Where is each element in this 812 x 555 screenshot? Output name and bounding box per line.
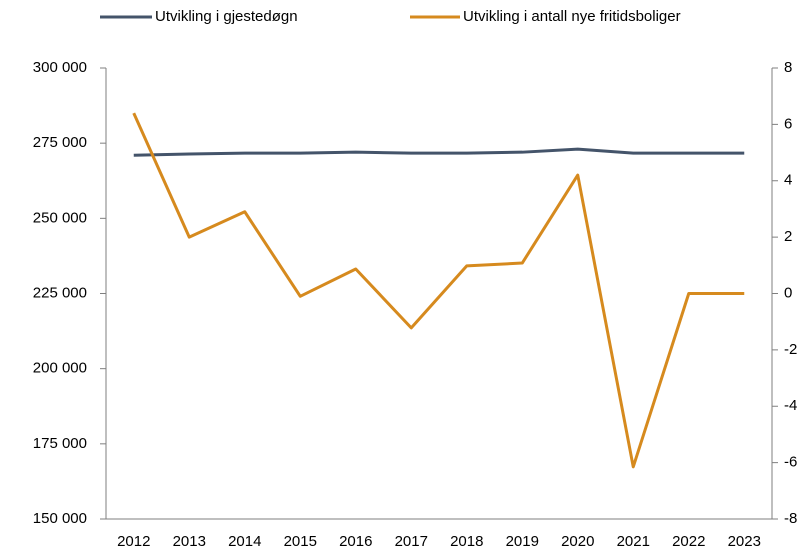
y2-tick-label: 4 (784, 172, 792, 189)
y2-tick-label: -2 (784, 341, 797, 358)
x-tick-label: 2012 (117, 533, 150, 550)
x-tick-label: 2015 (284, 533, 317, 550)
x-tick-label: 2013 (173, 533, 206, 550)
x-tick-label: 2021 (617, 533, 650, 550)
y2-tick-label: -8 (784, 510, 797, 527)
y-tick-label: 225 000 (33, 284, 87, 301)
y-tick-label: 300 000 (33, 59, 87, 76)
y-tick-label: 275 000 (33, 134, 87, 151)
y2-tick-label: -6 (784, 454, 797, 471)
x-tick-label: 2023 (728, 533, 761, 550)
legend-label: Utvikling i gjestedøgn (155, 8, 298, 25)
y2-tick-label: 0 (784, 284, 792, 301)
y-tick-label: 175 000 (33, 435, 87, 452)
x-tick-label: 2017 (395, 533, 428, 550)
series-line (132, 112, 745, 469)
y2-tick-label: 6 (784, 115, 792, 132)
series-line (133, 147, 745, 157)
y2-tick-label: -4 (784, 397, 797, 414)
x-tick-label: 2018 (450, 533, 483, 550)
x-tick-label: 2019 (506, 533, 539, 550)
y-tick-label: 200 000 (33, 360, 87, 377)
x-tick-label: 2020 (561, 533, 594, 550)
legend-label: Utvikling i antall nye fritidsboliger (463, 8, 681, 25)
y2-tick-label: 2 (784, 228, 792, 245)
y-tick-label: 150 000 (33, 510, 87, 527)
y-tick-label: 250 000 (33, 209, 87, 226)
x-tick-label: 2014 (228, 533, 261, 550)
x-tick-label: 2016 (339, 533, 372, 550)
x-tick-label: 2022 (672, 533, 705, 550)
y2-tick-label: 8 (784, 59, 792, 76)
